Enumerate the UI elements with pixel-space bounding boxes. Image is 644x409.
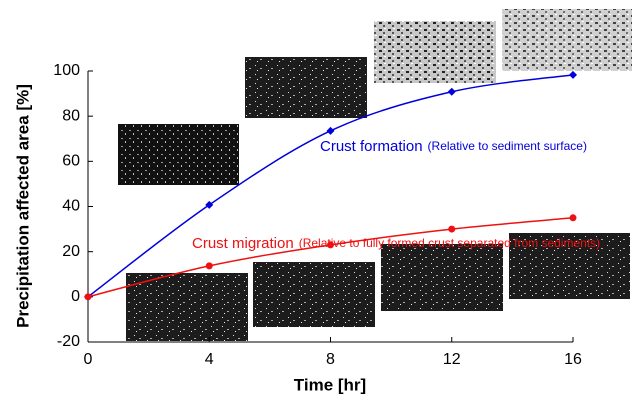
y-tick-label: 60 bbox=[62, 153, 80, 170]
marker bbox=[206, 262, 213, 269]
photo bbox=[253, 262, 375, 327]
photo bbox=[245, 57, 367, 118]
series-note: (Relative to sediment surface) bbox=[428, 139, 587, 153]
photos bbox=[118, 9, 632, 341]
y-tick-label: 40 bbox=[62, 198, 80, 215]
marker bbox=[85, 293, 92, 300]
series-name: Crust migration bbox=[192, 235, 294, 252]
series-note: (Relative to fully formed crust separate… bbox=[299, 236, 600, 250]
chart: Time [hr] Precipitation affected area [%… bbox=[0, 0, 644, 404]
marker bbox=[327, 127, 335, 135]
y-tick-label: 20 bbox=[62, 243, 80, 260]
photo bbox=[502, 9, 632, 71]
x-tick-label: 8 bbox=[326, 351, 335, 368]
marker bbox=[570, 214, 577, 221]
y-tick-label: 0 bbox=[71, 288, 80, 305]
x-tick-label: 0 bbox=[84, 351, 93, 368]
photo bbox=[118, 124, 239, 185]
x-tick-label: 4 bbox=[205, 351, 214, 368]
marker bbox=[448, 226, 455, 233]
x-tick-label: 12 bbox=[443, 351, 461, 368]
y-tick-label: -20 bbox=[57, 333, 80, 350]
photo bbox=[381, 244, 503, 311]
series-label: Crust migration (Relative to fully formed… bbox=[192, 235, 600, 252]
y-tick-label: 100 bbox=[53, 62, 80, 79]
x-tick-label: 16 bbox=[564, 351, 582, 368]
y-axis-title: Precipitation affected area [%] bbox=[13, 84, 32, 328]
photo bbox=[374, 21, 496, 83]
series-name: Crust formation bbox=[320, 138, 423, 155]
x-axis-title: Time [hr] bbox=[294, 375, 366, 394]
marker bbox=[569, 71, 577, 79]
series-label: Crust formation (Relative to sediment sur… bbox=[320, 138, 587, 155]
photo bbox=[126, 273, 248, 341]
marker bbox=[448, 88, 456, 96]
y-tick-label: 80 bbox=[62, 107, 80, 124]
